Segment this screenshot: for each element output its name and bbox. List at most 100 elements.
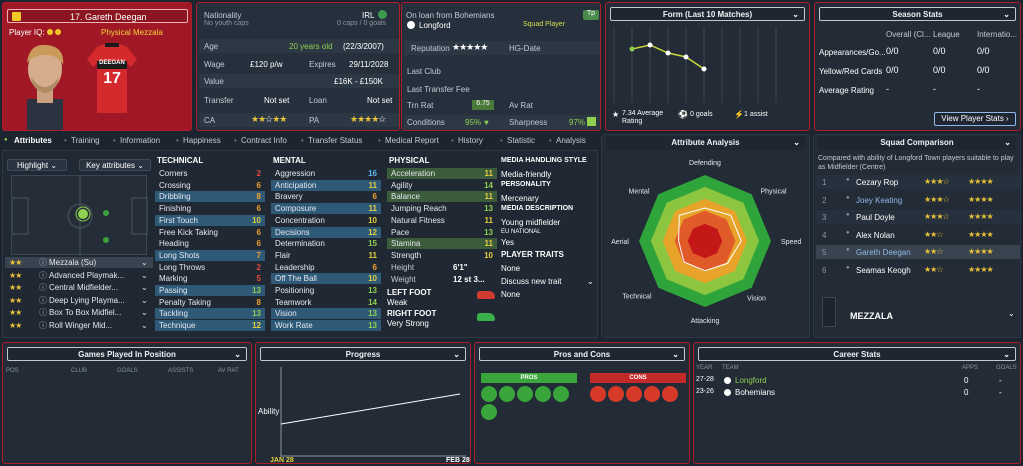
career-header[interactable]: Career Stats ⌄ [698, 347, 1016, 361]
attribute-row[interactable]: Aggression 16 [271, 168, 381, 179]
form-header[interactable]: Form (Last 10 Matches) ⌄ [610, 7, 805, 21]
attribute-row[interactable]: Work Rate 13 [271, 320, 381, 332]
attribute-row[interactable]: Vision 13 [271, 308, 381, 320]
attribute-row[interactable]: Balance 11 [387, 191, 497, 203]
attribute-row[interactable]: Crossing 6 [155, 180, 265, 191]
pro-trait-icon[interactable] [481, 404, 497, 420]
attribute-value: 12 [368, 227, 377, 237]
tab-contract-info[interactable]: Contract Info [241, 136, 287, 145]
highlight-dropdown[interactable]: Highlight ⌄ [7, 159, 67, 171]
tab-medical-report[interactable]: Medical Report [385, 136, 439, 145]
pro-trait-icon[interactable] [499, 386, 515, 402]
role-row[interactable]: ★★ ⓘ Mezzala (Su) ⌄ [5, 257, 153, 268]
squad-row[interactable]: 2 ● Joey Keating ★★★☆ ★★★★ [816, 192, 1020, 207]
squad-row[interactable]: 4 ● Alex Nolan ★★☆ ★★★★ [816, 227, 1020, 242]
transfer-value[interactable]: Not set [264, 96, 290, 105]
player-name-bar[interactable]: 17. Gareth Deegan [7, 9, 188, 23]
loan-value[interactable]: Not set [367, 96, 393, 105]
attribute-row[interactable]: Penalty Taking 8 [155, 297, 265, 308]
attribute-row[interactable]: Corners 2 [155, 168, 265, 179]
attribute-row[interactable]: Tackling 13 [155, 308, 265, 320]
attribute-row[interactable]: Off The Ball 10 [271, 273, 381, 285]
attribute-row[interactable]: Determination 15 [271, 238, 381, 249]
attribute-row[interactable]: Passing 13 [155, 285, 265, 296]
role-row[interactable]: ★★ ⓘ Central Midfielder... ⌄ [5, 282, 153, 293]
tab-transfer-status[interactable]: Transfer Status [308, 136, 363, 145]
attribute-row[interactable]: Bravery 6 [271, 191, 381, 202]
attribute-row[interactable]: Jumping Reach 13 [387, 203, 497, 214]
pro-trait-icon[interactable] [481, 386, 497, 402]
tab-history[interactable]: History [458, 136, 483, 145]
squad-row[interactable]: 1 ● Cezary Rop ★★★☆ ★★★★ [816, 175, 1020, 189]
role-row[interactable]: ★★ ⓘ Roll Winger Mid... ⌄ [5, 320, 153, 331]
role-row[interactable]: ★★ ⓘ Deep Lying Playma... ⌄ [5, 295, 153, 306]
attribute-row[interactable]: Pace 13 [387, 227, 497, 238]
tab-training[interactable]: Training [71, 136, 100, 145]
attribute-row[interactable]: Finishing 6 [155, 203, 265, 214]
season-header[interactable]: Season Stats ⌄ [819, 7, 1016, 21]
attr-analysis-header[interactable]: Attribute Analysis ⌄ [606, 136, 805, 150]
career-team[interactable]: Bohemians [735, 388, 776, 397]
con-trait-icon[interactable] [608, 386, 624, 402]
chevron-down-icon: ⌄ [141, 308, 148, 317]
attribute-row[interactable]: Flair 11 [271, 250, 381, 261]
tab-statistic[interactable]: Statistic [507, 136, 536, 145]
form-point[interactable] [647, 42, 653, 48]
attribute-row[interactable]: Decisions 12 [271, 226, 381, 238]
attribute-row[interactable]: Concentration 10 [271, 215, 381, 226]
pro-trait-icon[interactable] [535, 386, 551, 402]
attribute-row[interactable]: Technique 12 [155, 320, 265, 332]
con-trait-icon[interactable] [644, 386, 660, 402]
attribute-row[interactable]: Strength 10 [387, 250, 497, 261]
squad-row[interactable]: 3 ● Paul Doyle ★★★☆ ★★★★ [816, 210, 1020, 225]
attribute-row[interactable]: Marking 5 [155, 273, 265, 284]
con-trait-icon[interactable] [662, 386, 678, 402]
discuss-trait[interactable]: Discuss new trait [501, 277, 562, 286]
con-trait-icon[interactable] [590, 386, 606, 402]
progress-header[interactable]: Progress ⌄ [260, 347, 466, 361]
attribute-row[interactable]: Acceleration 11 [387, 168, 497, 179]
con-trait-icon[interactable] [626, 386, 642, 402]
form-point[interactable] [665, 50, 671, 56]
squad-row[interactable]: 5 ● Gareth Deegan ★★☆ ★★★★ [816, 245, 1020, 260]
pro-trait-icon[interactable] [517, 386, 533, 402]
attribute-row[interactable]: Leadership 6 [271, 262, 381, 273]
role-stars: ★★ [9, 295, 22, 305]
attribute-row[interactable]: Positioning 13 [271, 285, 381, 296]
club-name[interactable]: Longford [419, 21, 451, 30]
attribute-row[interactable]: First Touch 10 [155, 214, 265, 226]
attribute-row[interactable]: Long Shots 7 [155, 249, 265, 261]
squad-row[interactable]: 6 ● Seamas Keogh ★★☆ ★★★★ [816, 263, 1020, 277]
person-icon: ● [846, 194, 850, 201]
attribute-row[interactable]: Stamina 11 [387, 238, 497, 250]
attribute-row[interactable]: Anticipation 11 [271, 179, 381, 191]
attribute-row[interactable]: Agility 14 [387, 180, 497, 191]
key-attributes-dropdown[interactable]: Key attributes ⌄ [79, 159, 151, 171]
nation[interactable]: IRL [362, 11, 375, 20]
pros-cons-header[interactable]: Pros and Cons ⌄ [479, 347, 685, 361]
attribute-row[interactable]: Natural Fitness 11 [387, 215, 497, 226]
attribute-row[interactable]: Teamwork 14 [271, 297, 381, 308]
tab-happiness[interactable]: Happiness [183, 136, 221, 145]
tab-analysis[interactable]: Analysis [556, 136, 586, 145]
attribute-row[interactable]: Dribbling 8 [155, 191, 265, 203]
games-pos-header[interactable]: Games Played In Position ⌄ [7, 347, 247, 361]
tab-information[interactable]: Information [120, 136, 161, 145]
chevron-down-icon[interactable]: ⌄ [1008, 309, 1015, 318]
role-row[interactable]: ★★ ⓘ Advanced Playmak... ⌄ [5, 270, 153, 281]
career-team[interactable]: Longford [735, 376, 767, 385]
attribute-row[interactable]: Heading 6 [155, 238, 265, 249]
pro-trait-icon[interactable] [553, 386, 569, 402]
squad-header[interactable]: Squad Comparison ⌄ [818, 136, 1016, 150]
attribute-row[interactable]: Free Kick Taking 6 [155, 227, 265, 238]
chevron-down-icon[interactable]: ⌄ [587, 277, 594, 286]
attribute-value: 12 [252, 321, 261, 331]
form-point[interactable] [629, 46, 635, 52]
attribute-row[interactable]: Long Throws 2 [155, 262, 265, 273]
tab-attributes[interactable]: Attributes [14, 136, 52, 145]
view-player-stats-button[interactable]: View Player Stats › [934, 112, 1016, 126]
attribute-row[interactable]: Composure 11 [271, 203, 381, 215]
role-row[interactable]: ★★ ⓘ Box To Box Midfiel... ⌄ [5, 307, 153, 318]
form-point[interactable] [683, 54, 689, 60]
form-point[interactable] [701, 66, 707, 72]
